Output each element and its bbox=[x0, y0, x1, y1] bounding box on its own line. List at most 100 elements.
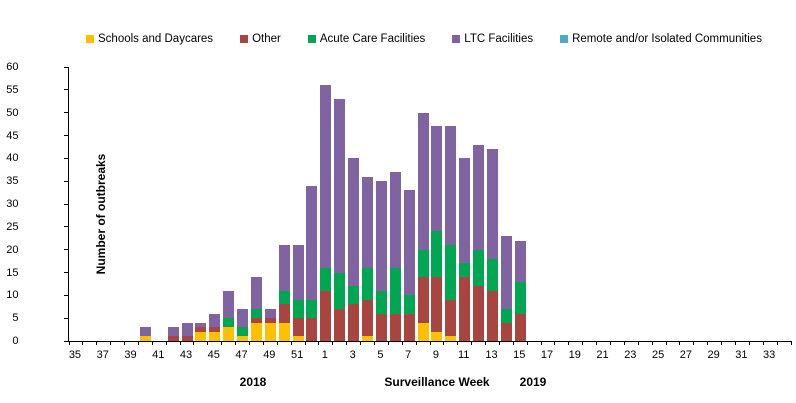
y-axis-tick-label: 0 bbox=[12, 335, 19, 347]
x-axis-tick bbox=[137, 341, 139, 345]
legend-label: Acute Care Facilities bbox=[319, 33, 426, 45]
x-axis-tick bbox=[443, 341, 445, 345]
bar-segment bbox=[431, 277, 443, 332]
bar-segment bbox=[264, 318, 276, 323]
bar-segment bbox=[375, 290, 387, 314]
legend-swatch-icon bbox=[307, 35, 316, 43]
x-axis-tick bbox=[332, 341, 334, 345]
x-axis-tick bbox=[610, 341, 611, 345]
bar-segment bbox=[139, 336, 151, 341]
bar-segment bbox=[431, 331, 443, 341]
bar-segment bbox=[417, 112, 429, 250]
y-axis-title: Number of outbreaks bbox=[94, 153, 108, 275]
x-axis-tick bbox=[249, 341, 250, 345]
x-axis-tick-label: 25 bbox=[651, 349, 665, 361]
bar-segment bbox=[237, 336, 249, 341]
bar-segment bbox=[362, 176, 374, 268]
bar-segment bbox=[320, 267, 332, 291]
x-axis-tick-label: 11 bbox=[457, 349, 470, 361]
bar-segment bbox=[389, 313, 401, 341]
bar-week-43 bbox=[181, 67, 193, 341]
bar-segment bbox=[445, 336, 457, 341]
x-axis-tick bbox=[637, 341, 639, 345]
chart-legend: Schools and Daycares Other Acute Care Faci… bbox=[86, 33, 762, 45]
bar-segment bbox=[514, 240, 526, 282]
legend-swatch-icon bbox=[240, 35, 249, 43]
bar-segment bbox=[320, 85, 332, 268]
legend-item-1: Other bbox=[240, 33, 281, 45]
x-axis-tick-label: 19 bbox=[568, 349, 581, 361]
x-axis-tick bbox=[582, 341, 584, 345]
bar-segment bbox=[195, 327, 207, 332]
x-axis-tick-label: 1 bbox=[321, 349, 328, 361]
bar-segment bbox=[500, 235, 512, 310]
x-axis-tick bbox=[512, 341, 514, 345]
x-axis-tick bbox=[707, 341, 709, 345]
bar-segment bbox=[250, 322, 262, 341]
x-axis-tick bbox=[193, 341, 195, 345]
x-axis-tick bbox=[373, 341, 375, 345]
x-axis-tick bbox=[68, 341, 70, 345]
bar-segment bbox=[167, 327, 179, 337]
bar-segment bbox=[223, 327, 235, 341]
bar-week-49 bbox=[264, 67, 276, 341]
bar-week-6 bbox=[389, 67, 401, 341]
bar-week-11 bbox=[459, 67, 471, 341]
bar-segment bbox=[445, 245, 457, 300]
bar-week-3 bbox=[348, 67, 360, 341]
x-axis-tick-label: 45 bbox=[207, 349, 220, 361]
y-axis-tick bbox=[64, 112, 69, 114]
x-axis-tick-label: 9 bbox=[432, 349, 439, 361]
bar-segment bbox=[389, 267, 401, 314]
bar-segment bbox=[459, 263, 471, 278]
bar-week-52 bbox=[306, 67, 318, 341]
bar-segment bbox=[278, 322, 290, 341]
x-axis-tick-label: 27 bbox=[679, 349, 692, 361]
y-axis-tick bbox=[64, 340, 69, 342]
bar-segment bbox=[500, 309, 512, 323]
x-axis-tick bbox=[82, 341, 84, 345]
bar-segment bbox=[375, 313, 387, 341]
bar-segment bbox=[514, 281, 526, 314]
bar-segment bbox=[348, 304, 360, 341]
x-axis-tick-label: 17 bbox=[540, 349, 554, 361]
bar-segment bbox=[417, 277, 429, 323]
bar-segment bbox=[403, 313, 415, 341]
bar-week-1 bbox=[320, 67, 332, 341]
bar-segment bbox=[348, 158, 360, 287]
x-axis-tick-label: 43 bbox=[179, 349, 193, 361]
x-axis-tick bbox=[498, 341, 500, 345]
y-axis-tick-label: 55 bbox=[6, 83, 19, 96]
bar-segment bbox=[139, 327, 151, 337]
x-axis-tick bbox=[318, 341, 320, 345]
bar-segment bbox=[473, 286, 485, 341]
y-axis-tick bbox=[64, 180, 69, 182]
x-axis-tick bbox=[165, 341, 167, 345]
x-axis-tick bbox=[762, 341, 764, 345]
x-axis-tick bbox=[485, 341, 487, 345]
bar-segment bbox=[459, 277, 471, 341]
x-axis-tick-label: 47 bbox=[235, 349, 248, 361]
y-axis-tick bbox=[64, 294, 69, 296]
bar-segment bbox=[445, 126, 457, 246]
y-axis-tick-label: 35 bbox=[6, 175, 19, 188]
bar-segment bbox=[306, 299, 318, 319]
bar-segment bbox=[292, 245, 304, 300]
bar-segment bbox=[278, 245, 290, 291]
legend-label: Remote and/or Isolated Communities bbox=[572, 33, 762, 45]
bar-week-50 bbox=[278, 67, 290, 341]
legend-swatch-icon bbox=[86, 35, 94, 43]
x-axis-tick-label: 21 bbox=[596, 349, 609, 361]
x-axis-tick bbox=[651, 341, 653, 345]
bar-segment bbox=[181, 336, 193, 341]
x-axis-tick-label: 31 bbox=[735, 349, 748, 361]
bar-segment bbox=[362, 299, 374, 337]
x-axis-tick bbox=[235, 341, 237, 345]
bar-week-42 bbox=[167, 67, 179, 341]
bar-week-44 bbox=[195, 67, 207, 341]
x-axis-tick bbox=[776, 341, 778, 345]
bar-week-40 bbox=[139, 67, 151, 341]
legend-swatch-icon bbox=[560, 35, 569, 43]
bar-segment bbox=[403, 190, 415, 296]
